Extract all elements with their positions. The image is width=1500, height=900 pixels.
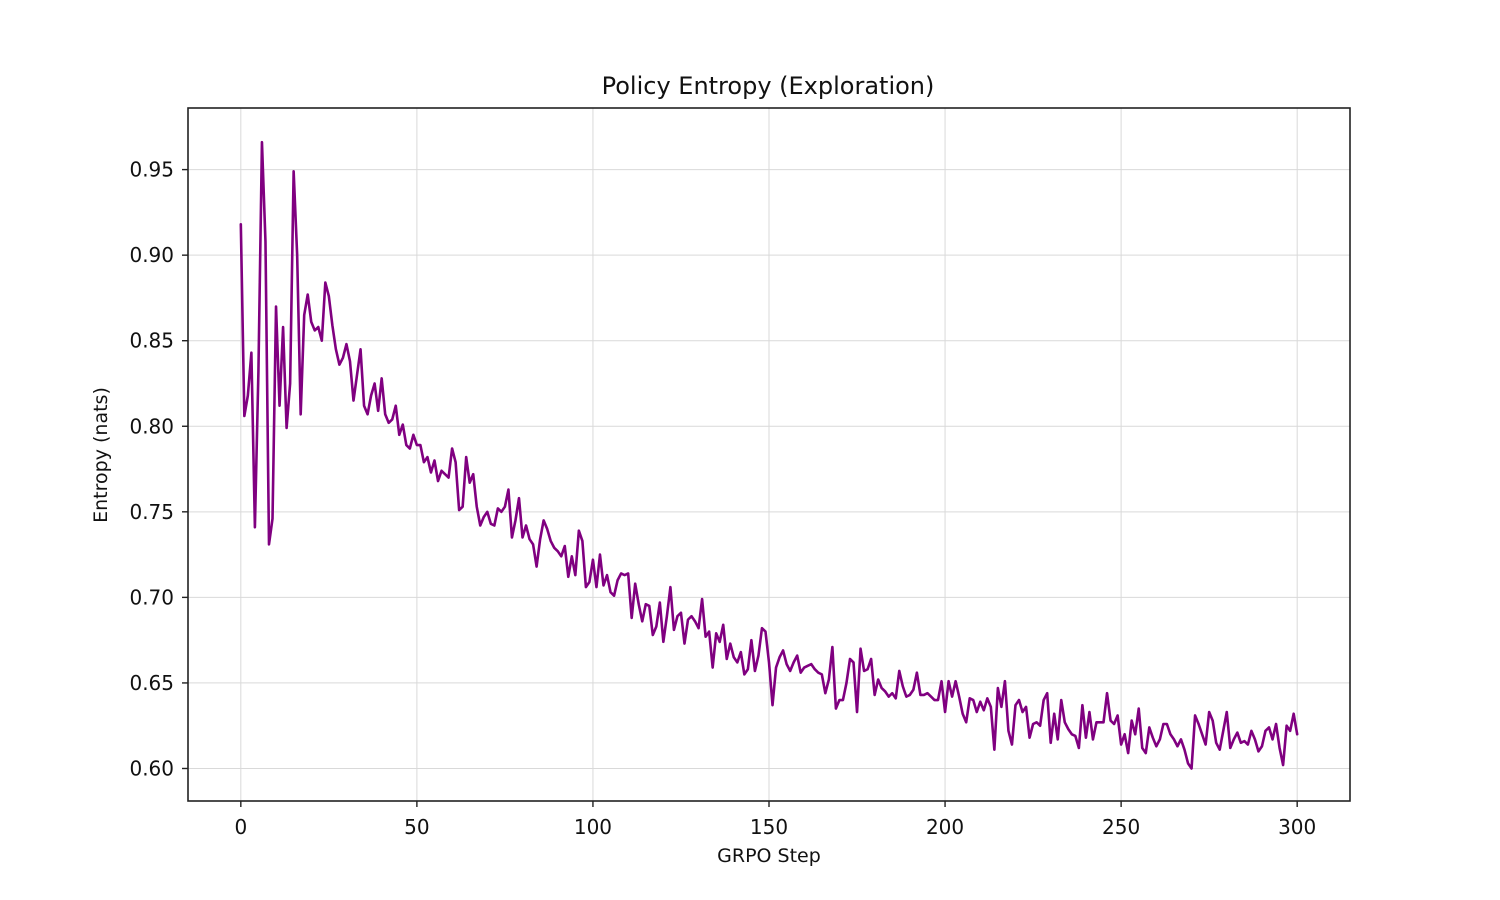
grid-layer (188, 108, 1350, 801)
tick-layer: 0 50 100 150 200 250 300 0.60 0.65 0.70 0.75 0.80 0.… (129, 158, 1316, 839)
x-tick-label: 0 (234, 815, 247, 839)
y-tick-label: 0.80 (129, 414, 174, 438)
y-axis-label: Entropy (nats) (90, 387, 112, 523)
x-axis-label: GRPO Step (717, 845, 821, 867)
x-tick-label: 250 (1102, 815, 1140, 839)
y-tick-label: 0.85 (129, 329, 174, 353)
x-tick-label: 50 (404, 815, 429, 839)
y-tick-label: 0.65 (129, 671, 174, 695)
chart-title: Policy Entropy (Exploration) (602, 72, 935, 100)
series-line-0 (239, 140, 1299, 770)
y-tick-label: 0.75 (129, 500, 174, 524)
x-tick-label: 300 (1278, 815, 1316, 839)
y-tick-label: 0.60 (129, 756, 174, 780)
y-tick-label: 0.70 (129, 585, 174, 609)
series-layer (239, 140, 1299, 770)
x-tick-label: 200 (926, 815, 964, 839)
x-tick-label: 100 (574, 815, 612, 839)
y-tick-label: 0.90 (129, 243, 174, 267)
x-tick-label: 150 (750, 815, 788, 839)
y-tick-label: 0.95 (129, 158, 174, 182)
